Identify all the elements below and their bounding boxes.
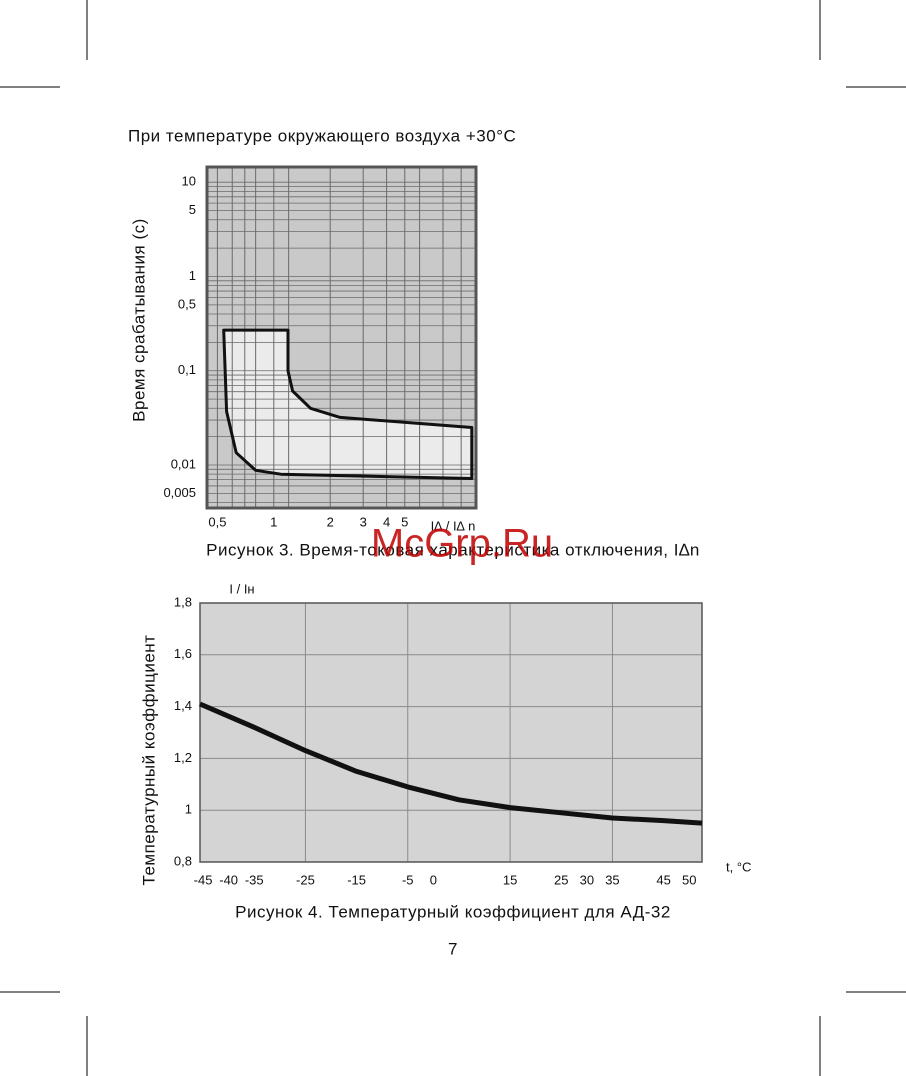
x-tick-label: 0,5 [208,514,226,529]
x-tick-label: 0 [430,872,437,887]
x-tick-label: 1 [270,514,277,529]
plot-frame [205,165,478,510]
y-tick-label: 0,5 [178,296,196,311]
y-tick-label: 1,8 [174,594,192,609]
y-axis-label: Температурный коэффициент [139,635,158,886]
x-tick-label: 15 [503,872,517,887]
x-tick-label: 50 [682,872,696,887]
x-tick-label: -5 [402,872,414,887]
x-tick-label: -15 [347,872,366,887]
x-tick-label: 35 [605,872,619,887]
x-tick-label: 3 [360,514,367,529]
x-tick-label: -35 [245,872,264,887]
y-tick-label: 0,1 [178,362,196,377]
y-tick-label: 1,6 [174,646,192,661]
page-number: 7 [448,939,458,958]
y-tick-label: 1,2 [174,750,192,765]
x-tick-label: -45 [194,872,213,887]
region-fill [223,330,472,479]
header: При температуре окружающего воздуха +30°… [128,126,516,145]
y-tick-label: 1 [185,802,192,817]
x-tick-label: 25 [554,872,568,887]
x-tick-label: -40 [219,872,238,887]
y-tick-label: 1 [189,268,196,283]
line [199,701,703,826]
x-tick-label: 2 [327,514,334,529]
x-tick-label: 5 [401,514,408,529]
y-tick-label: 1,4 [174,698,192,713]
plot-frame [199,602,703,863]
x-tick-label: 4 [383,514,390,529]
y-tick-label: 10 [182,174,196,189]
y-axis-label: Время срабатывания (с) [129,218,148,422]
y-unit-label: I / Iн [229,581,254,596]
y-tick-label: 0,8 [174,853,192,868]
y-tick-label: 0,005 [163,485,196,500]
plot-background [200,603,702,862]
region-outline [222,328,474,480]
watermark: McGrp.Ru [371,522,553,566]
x-axis-label: t, °С [726,859,751,874]
x-tick-label: -25 [296,872,315,887]
caption: Рисунок 4. Температурный коэффициент для… [235,902,671,921]
x-tick-label: 30 [580,872,594,887]
y-tick-label: 0,01 [171,456,196,471]
x-tick-label: 45 [656,872,670,887]
x-axis-label: I∆ / I∆ n [431,518,476,533]
y-tick-label: 5 [189,202,196,217]
caption: Рисунок 3. Время-токовая характеристика … [206,540,700,559]
